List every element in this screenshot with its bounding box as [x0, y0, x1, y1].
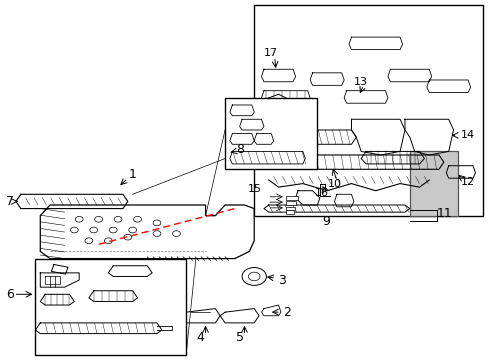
Bar [285, 210, 293, 214]
Polygon shape [40, 205, 254, 258]
Text: 2: 2 [283, 306, 291, 319]
Text: 5: 5 [235, 331, 243, 344]
Bar [285, 202, 295, 205]
Text: 16: 16 [315, 188, 328, 198]
Text: 7: 7 [6, 195, 14, 208]
Bar [285, 207, 294, 210]
Bar [35, 258, 186, 355]
Text: 11: 11 [436, 207, 451, 220]
Bar [409, 152, 458, 216]
Text: 12: 12 [460, 177, 474, 187]
Text: 17: 17 [264, 48, 278, 58]
Text: 8: 8 [235, 143, 243, 156]
Bar [224, 98, 317, 169]
Text: 3: 3 [278, 274, 286, 287]
Text: 1: 1 [128, 168, 136, 181]
Text: 6: 6 [6, 288, 14, 301]
Bar [285, 196, 297, 200]
Text: 15: 15 [247, 184, 261, 194]
Text: 9: 9 [322, 215, 329, 228]
Bar [254, 5, 482, 216]
Text: 13: 13 [353, 77, 367, 87]
Text: 4: 4 [196, 331, 204, 344]
Text: 10: 10 [327, 179, 341, 189]
Text: 14: 14 [460, 130, 474, 140]
